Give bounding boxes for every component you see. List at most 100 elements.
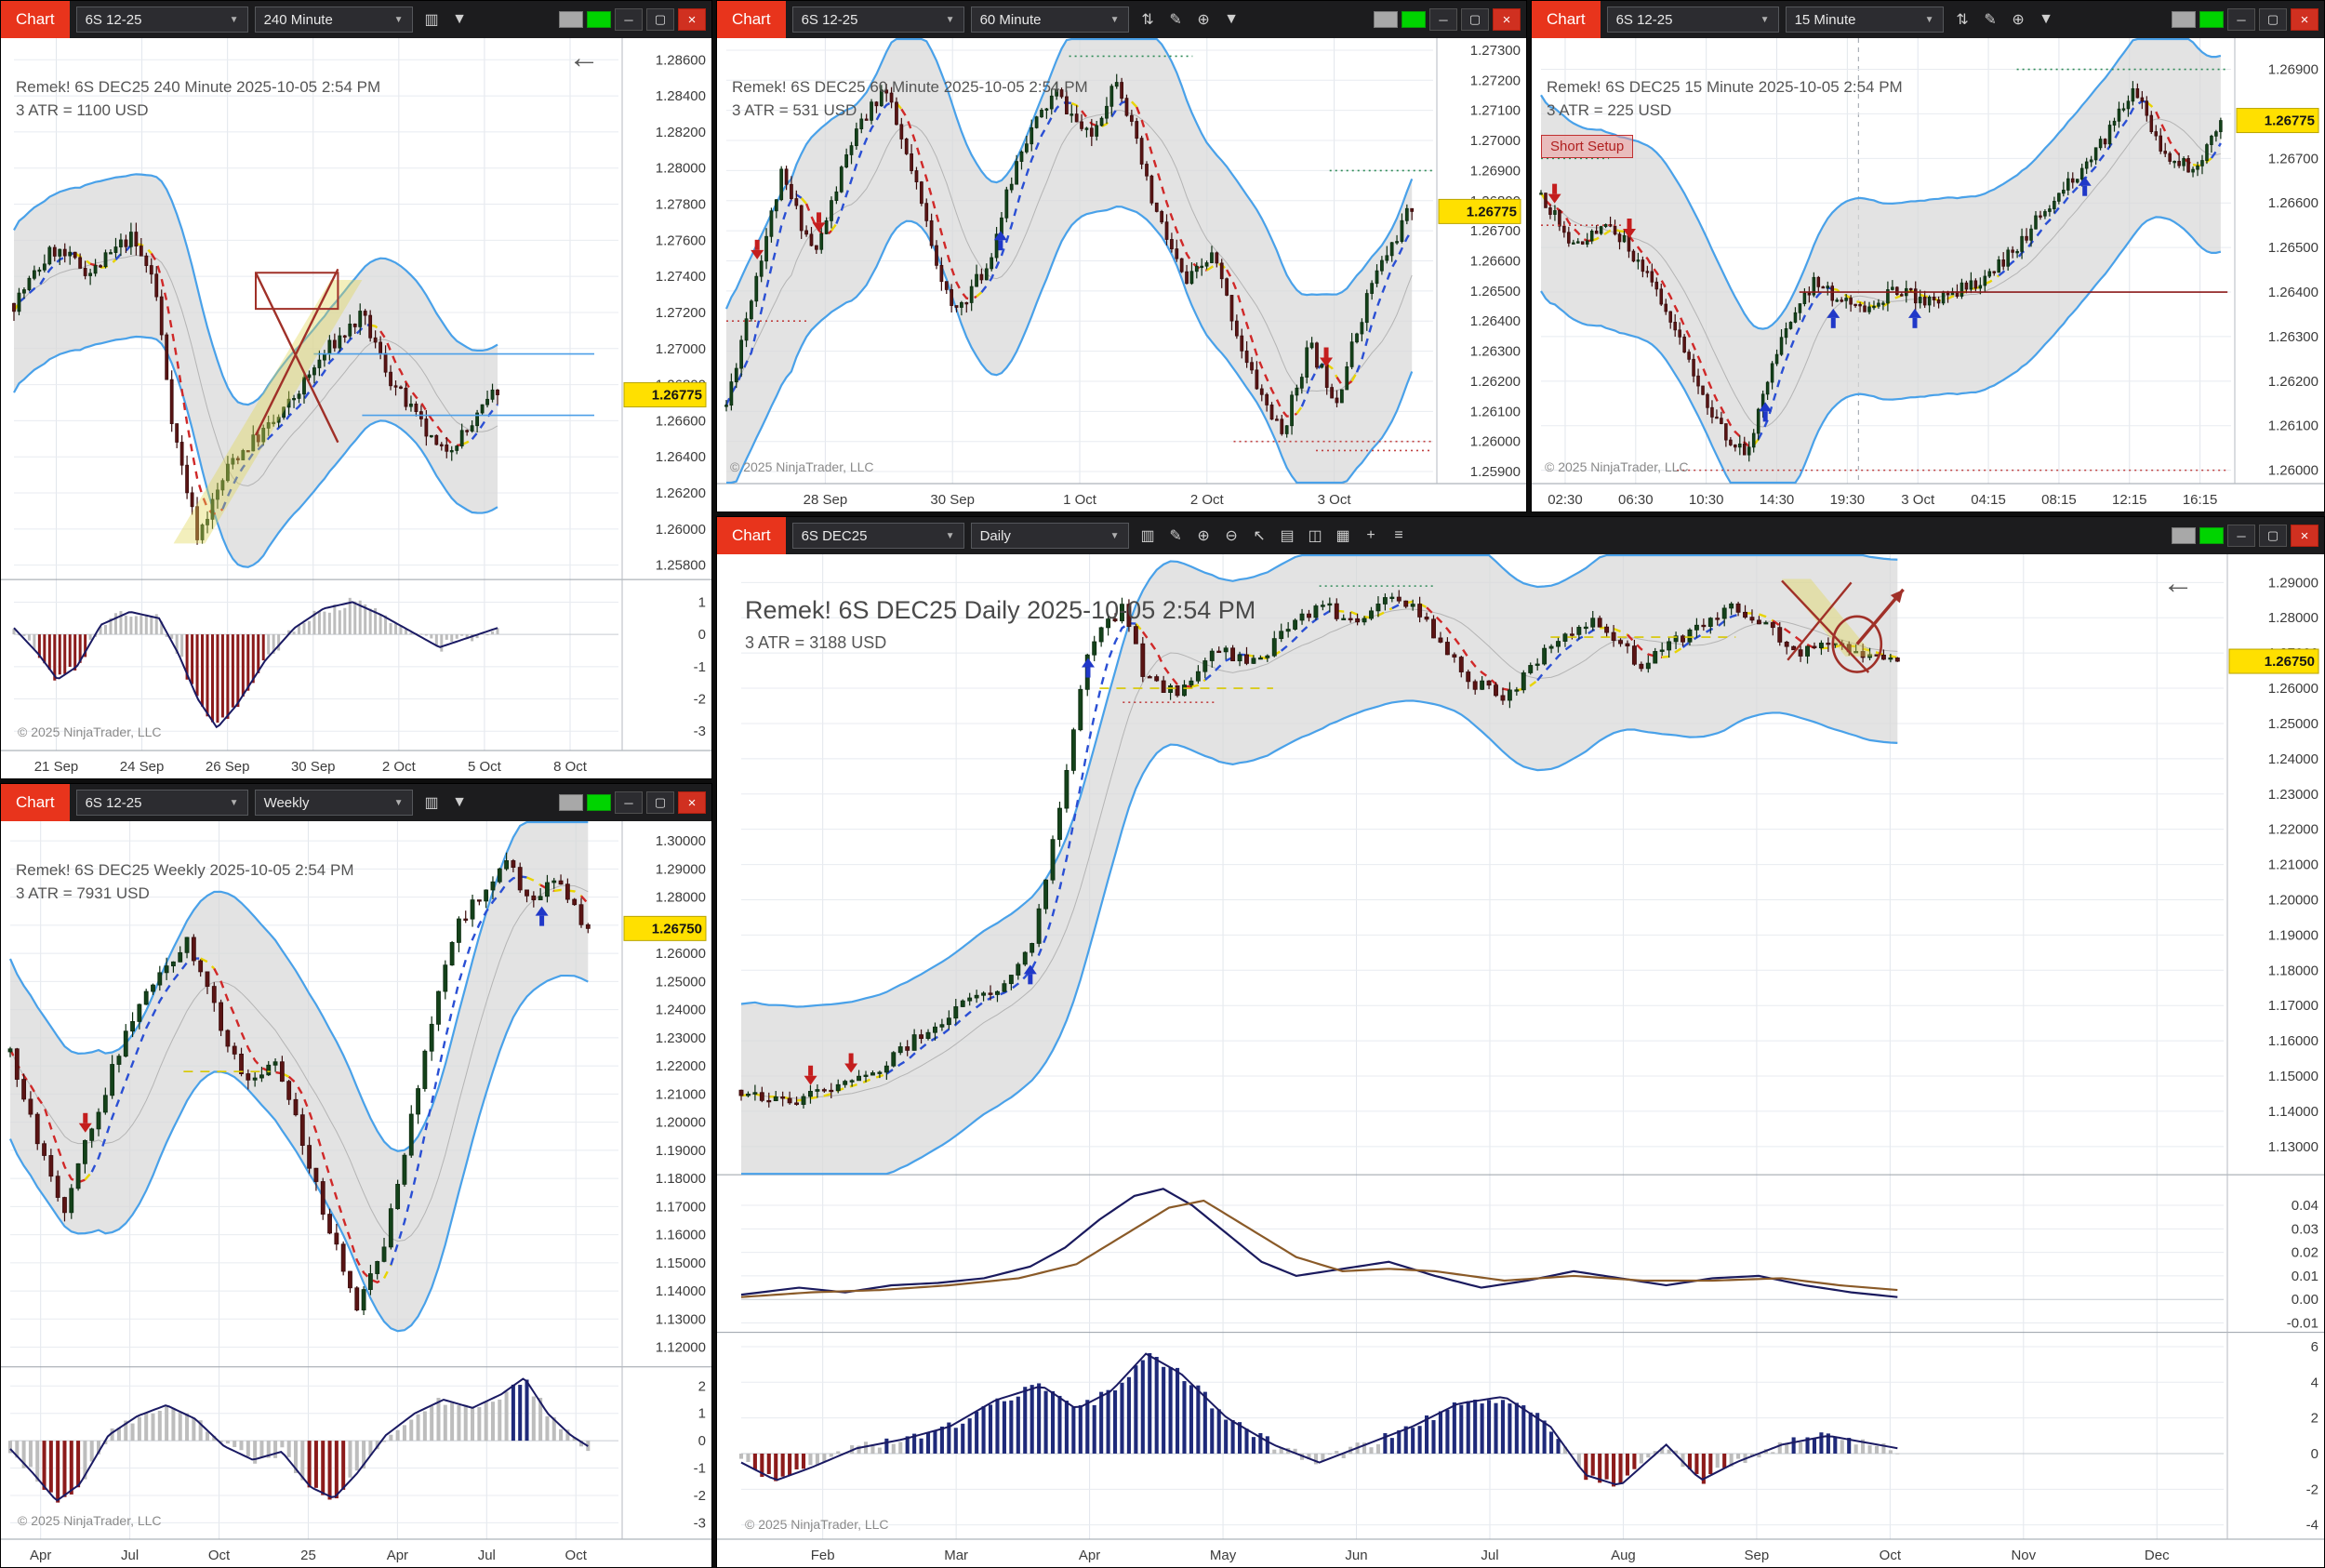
workspace-color-green-button[interactable] bbox=[2199, 11, 2224, 28]
chevron-down-icon: ▼ bbox=[945, 530, 955, 541]
copyright-label: © 2025 NinjaTrader, LLC bbox=[18, 724, 162, 739]
drawing-tool-icon[interactable]: ✎ bbox=[1984, 12, 1997, 28]
svg-text:5 Oct: 5 Oct bbox=[468, 759, 502, 775]
window-buttons: ─ ▢ × bbox=[559, 791, 706, 814]
drawing-tool-icon[interactable]: ✎ bbox=[1169, 528, 1182, 544]
scroll-left-icon[interactable]: ← bbox=[2162, 565, 2194, 601]
svg-text:1.26000: 1.26000 bbox=[656, 522, 706, 538]
svg-text:1.28200: 1.28200 bbox=[656, 125, 706, 140]
instrument-select[interactable]: 6S 12-25 ▼ bbox=[75, 790, 248, 816]
zoom-in-icon[interactable]: ⊕ bbox=[2012, 12, 2025, 28]
workspace-color-gray-button[interactable] bbox=[1374, 11, 1398, 28]
chevron-down-icon[interactable]: ▼ bbox=[2039, 11, 2053, 27]
svg-text:Nov: Nov bbox=[2011, 1548, 2036, 1563]
copyright-label: © 2025 NinjaTrader, LLC bbox=[1545, 459, 1689, 474]
maximize-button[interactable]: ▢ bbox=[646, 8, 674, 31]
svg-text:1.13000: 1.13000 bbox=[2268, 1139, 2318, 1155]
svg-text:-1: -1 bbox=[694, 1461, 706, 1477]
instrument-select[interactable]: 6S 12-25 ▼ bbox=[1606, 7, 1779, 33]
instrument-select[interactable]: 6S 12-25 ▼ bbox=[75, 7, 248, 33]
chevron-down-icon[interactable]: ▼ bbox=[1224, 11, 1239, 27]
chart-tab-label[interactable]: Chart bbox=[1, 784, 70, 821]
svg-text:1.26200: 1.26200 bbox=[1470, 374, 1521, 390]
maximize-button[interactable]: ▢ bbox=[1461, 8, 1489, 31]
chart-canvas[interactable]: 1.28600 1.28400 1.28200 1.28000 1.27800 1.276… bbox=[1, 38, 711, 778]
chart-tab-label[interactable]: Chart bbox=[1, 1, 70, 38]
indicator-panel-icon[interactable]: ⇅ bbox=[1141, 12, 1154, 28]
zoom-out-icon[interactable]: ⊖ bbox=[1225, 528, 1238, 544]
minimize-button[interactable]: ─ bbox=[615, 8, 643, 31]
interval-select[interactable]: 60 Minute ▼ bbox=[970, 7, 1129, 33]
minimize-button[interactable]: ─ bbox=[2227, 8, 2255, 31]
chart-canvas[interactable]: 1.300001.290001.280001.270001.260001.250… bbox=[1, 821, 711, 1567]
svg-text:0: 0 bbox=[2311, 1446, 2318, 1462]
svg-text:2 Oct: 2 Oct bbox=[1190, 492, 1225, 508]
workspace-color-gray-button[interactable] bbox=[559, 794, 583, 811]
svg-text:0: 0 bbox=[698, 1433, 706, 1449]
data-box-icon[interactable]: ▤ bbox=[1280, 528, 1295, 544]
instrument-select[interactable]: 6S 12-25 ▼ bbox=[791, 7, 964, 33]
close-button[interactable]: × bbox=[678, 791, 706, 814]
svg-text:0.01: 0.01 bbox=[2292, 1269, 2318, 1284]
zoom-in-icon[interactable]: ⊕ bbox=[1197, 528, 1210, 544]
close-button[interactable]: × bbox=[678, 8, 706, 31]
chart-window-daily: Chart 6S DEC25 ▼ Daily ▼ ▥ ✎ ⊕ ⊖ ↖ ▤ ◫ ▦ + ≡ ─ ▢ × 1.… bbox=[716, 516, 2325, 1568]
chart-trader-icon[interactable]: ▦ bbox=[1335, 528, 1350, 544]
interval-select[interactable]: Weekly ▼ bbox=[254, 790, 413, 816]
close-button[interactable]: × bbox=[2291, 8, 2318, 31]
minimize-button[interactable]: ─ bbox=[615, 791, 643, 814]
svg-text:1.26600: 1.26600 bbox=[1470, 254, 1521, 270]
svg-text:06:30: 06:30 bbox=[1618, 492, 1654, 508]
properties-icon[interactable]: ≡ bbox=[1394, 527, 1403, 543]
close-button[interactable]: × bbox=[1493, 8, 1521, 31]
instrument-select[interactable]: 6S DEC25 ▼ bbox=[791, 523, 964, 549]
cursor-icon[interactable]: ↖ bbox=[1253, 528, 1266, 544]
chevron-down-icon[interactable]: ▼ bbox=[452, 11, 467, 27]
workspace-color-green-button[interactable] bbox=[587, 11, 611, 28]
chart-tab-label[interactable]: Chart bbox=[717, 517, 786, 554]
chart-canvas[interactable]: 1.290001.280001.270001.260001.250001.240… bbox=[717, 554, 2324, 1567]
chevron-down-icon: ▼ bbox=[1109, 530, 1120, 541]
workspace-color-gray-button[interactable] bbox=[559, 11, 583, 28]
interval-select[interactable]: Daily ▼ bbox=[970, 523, 1129, 549]
workspace-color-gray-button[interactable] bbox=[2172, 527, 2196, 544]
drawing-tool-icon[interactable]: ✎ bbox=[1169, 12, 1182, 28]
zoom-in-icon[interactable]: ⊕ bbox=[1197, 12, 1210, 28]
chevron-down-icon[interactable]: ▼ bbox=[452, 794, 467, 810]
svg-text:1.23000: 1.23000 bbox=[656, 1030, 706, 1046]
chart-body: 1.269001.268001.267001.266001.265001.264… bbox=[1532, 38, 2324, 512]
chart-style-icon[interactable]: ▥ bbox=[424, 12, 439, 28]
workspace-color-green-button[interactable] bbox=[2199, 527, 2224, 544]
alerts-icon[interactable]: + bbox=[1366, 527, 1375, 543]
maximize-button[interactable]: ▢ bbox=[2259, 525, 2287, 547]
chart-style-icon[interactable]: ▥ bbox=[424, 795, 439, 811]
svg-text:12:15: 12:15 bbox=[2112, 492, 2147, 508]
workspace-color-gray-button[interactable] bbox=[2172, 11, 2196, 28]
chart-style-icon[interactable]: ▥ bbox=[1140, 528, 1155, 544]
svg-text:25: 25 bbox=[300, 1548, 316, 1563]
minimize-button[interactable]: ─ bbox=[1429, 8, 1457, 31]
interval-select[interactable]: 240 Minute ▼ bbox=[254, 7, 413, 33]
svg-text:0.00: 0.00 bbox=[2292, 1292, 2318, 1308]
chart-canvas[interactable]: 1.269001.268001.267001.266001.265001.264… bbox=[1532, 38, 2324, 512]
maximize-button[interactable]: ▢ bbox=[2259, 8, 2287, 31]
svg-text:28 Sep: 28 Sep bbox=[804, 492, 848, 508]
svg-text:1.25000: 1.25000 bbox=[656, 974, 706, 990]
svg-text:1.26775: 1.26775 bbox=[2265, 113, 2315, 129]
close-button[interactable]: × bbox=[2291, 525, 2318, 547]
chart-tab-label[interactable]: Chart bbox=[717, 1, 786, 38]
svg-text:Jun: Jun bbox=[1345, 1548, 1367, 1563]
minimize-button[interactable]: ─ bbox=[2227, 525, 2255, 547]
indicator-panel-icon[interactable]: ⇅ bbox=[1956, 12, 1969, 28]
svg-text:26 Sep: 26 Sep bbox=[206, 759, 250, 775]
maximize-button[interactable]: ▢ bbox=[646, 791, 674, 814]
split-panel-icon[interactable]: ◫ bbox=[1308, 528, 1322, 544]
interval-select[interactable]: 15 Minute ▼ bbox=[1785, 7, 1944, 33]
scroll-left-icon[interactable]: ← bbox=[568, 40, 600, 75]
chart-canvas[interactable]: 1.273001.272001.271001.270001.269001.268… bbox=[717, 38, 1526, 512]
workspace-color-green-button[interactable] bbox=[587, 794, 611, 811]
workspace-color-green-button[interactable] bbox=[1402, 11, 1426, 28]
chart-tab-label[interactable]: Chart bbox=[1532, 1, 1601, 38]
svg-text:-2: -2 bbox=[694, 1488, 706, 1504]
toolbar-icons: ▥ ▼ bbox=[419, 7, 472, 32]
